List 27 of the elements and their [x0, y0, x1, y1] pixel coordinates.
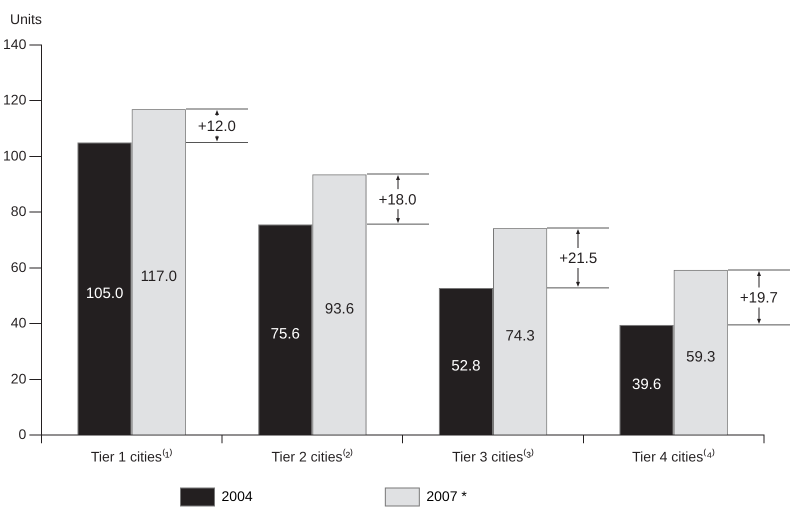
data-label: 74.3 [506, 328, 535, 345]
y-tick-label: 60 [10, 258, 27, 275]
y-tick-label: 120 [3, 92, 27, 108]
data-label: 105.0 [86, 284, 124, 302]
x-tick-label: Tier 3 cities⁽³⁾ [452, 448, 534, 464]
data-label: 75.6 [270, 326, 300, 343]
data-label: 52.8 [451, 358, 481, 375]
y-axis-title: Units [10, 11, 42, 27]
x-tick-label: Tier 2 cities⁽²⁾ [271, 448, 354, 464]
legend-label: 2004 [221, 488, 370, 504]
annotation: +21.5 [559, 250, 598, 268]
y-tick-label: 20 [10, 370, 27, 386]
annotation: +18.0 [378, 192, 417, 209]
y-tick-label: 140 [3, 36, 27, 52]
legend-label: 2007 * [426, 488, 584, 504]
annotation: +12.0 [198, 118, 236, 135]
y-tick-label: 100 [3, 147, 27, 164]
y-tick-label: 80 [10, 203, 27, 220]
annotation: +19.7 [740, 290, 778, 307]
x-tick-label: Tier 1 cities⁽¹⁾ [90, 448, 173, 464]
y-tick-label: 0 [18, 426, 27, 442]
data-label: 39.6 [632, 376, 662, 393]
y-tick-label: 40 [10, 314, 27, 331]
data-label: 117.0 [140, 268, 178, 286]
data-label: 59.3 [686, 348, 716, 366]
x-tick-label: Tier 4 cities⁽⁴⁾ [632, 448, 716, 464]
data-label: 93.6 [324, 300, 354, 318]
